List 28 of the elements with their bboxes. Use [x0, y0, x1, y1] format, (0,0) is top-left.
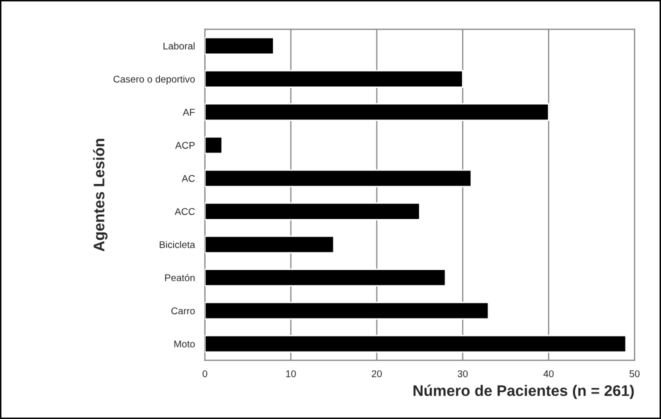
y-tick-label: AF	[182, 108, 195, 116]
y-axis-title: Agentes Lesión	[93, 138, 108, 252]
x-tick-label: 40	[543, 370, 554, 378]
x-tick-label: 10	[286, 370, 296, 378]
bar	[204, 236, 334, 254]
y-tick-label: AC	[182, 175, 195, 182]
bar	[204, 169, 472, 188]
bar	[204, 202, 420, 220]
y-tick-label: Peatón	[165, 274, 195, 282]
x-axis-title: Número de Pacientes (n = 261)	[414, 384, 634, 400]
x-tick-label: 30	[458, 370, 468, 378]
x-tick-label: 20	[372, 370, 382, 378]
bar	[204, 268, 446, 287]
bar	[204, 103, 550, 122]
y-tick-label: Casero o deportivo	[114, 75, 195, 85]
bar	[204, 136, 223, 154]
bar	[204, 70, 464, 88]
x-tick-label: 0	[202, 370, 208, 378]
y-tick-label: ACP	[175, 142, 195, 149]
bar	[204, 334, 627, 353]
y-tick-label: Bicicleta	[160, 240, 196, 248]
y-tick-label: Carro	[171, 307, 195, 314]
y-tick-label: Laboral	[164, 42, 195, 50]
y-tick-label: ACC	[174, 208, 195, 216]
x-tick-label: 50	[630, 370, 640, 378]
bar	[204, 36, 274, 55]
y-tick-label: Moto	[174, 340, 195, 348]
bar	[204, 302, 490, 320]
